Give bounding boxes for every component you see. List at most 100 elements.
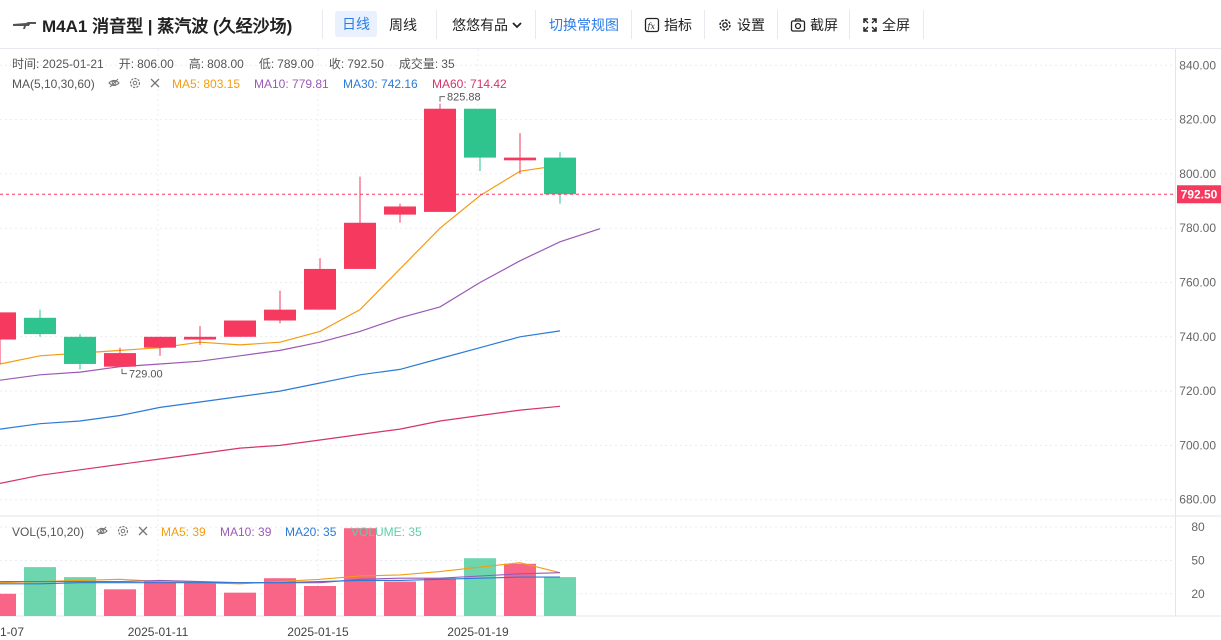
- candle-body: [64, 336, 96, 364]
- kline-chart[interactable]: 680.00 700.00 720.00 740.00 760.00 780.00 800.…: [0, 49, 1221, 640]
- candle-body: [344, 222, 376, 269]
- source-dropdown-label: 悠悠有品: [452, 16, 508, 33]
- low-marker: [121, 368, 127, 375]
- time-tick-label: 2025-01-19: [447, 625, 509, 639]
- ma30-legend: MA30: 742.16: [343, 77, 418, 91]
- toolbar-divider: [849, 10, 850, 39]
- candle-body: [224, 320, 256, 337]
- volume-bar: [24, 567, 56, 616]
- eye-hidden-icon[interactable]: [96, 526, 108, 536]
- candle-body: [144, 336, 176, 348]
- toolbar-divider: [631, 10, 632, 39]
- vol-ma10-legend: MA10: 39: [220, 525, 272, 539]
- toolbar: M4A1 消音型 | 蒸汽波 (久经沙场) 日线 周线 悠悠有品 切换常规图 f…: [0, 0, 1221, 49]
- function-icon: fx: [644, 17, 660, 32]
- indicator-button[interactable]: fx 指标: [644, 0, 692, 49]
- gear-icon[interactable]: [117, 525, 129, 537]
- low-annotation: 729.00: [129, 369, 163, 381]
- period-day-tab[interactable]: 日线: [335, 11, 377, 37]
- close-value: 792.50: [347, 57, 384, 71]
- volume-label: 成交量:: [399, 56, 438, 71]
- candles: [0, 103, 576, 370]
- volume-tick-label: 50: [1191, 553, 1205, 567]
- price-tick-label: 680.00: [1179, 493, 1216, 507]
- ma-line-ma60: [0, 405, 561, 484]
- gear-icon[interactable]: [129, 77, 141, 89]
- volume-bar: [104, 589, 136, 616]
- vol-ma-line-ma20: [0, 576, 560, 585]
- volume-bar: [544, 577, 576, 616]
- candle-body: [424, 108, 456, 212]
- screenshot-button[interactable]: 截屏: [790, 0, 838, 49]
- last-price-tag: [1177, 185, 1221, 204]
- open-value: 806.00: [137, 57, 174, 71]
- volume-bar: [504, 563, 536, 616]
- period-week-tab[interactable]: 周线: [389, 16, 417, 33]
- fullscreen-icon: [863, 17, 877, 32]
- switch-chart-button[interactable]: 切换常规图: [549, 16, 619, 33]
- open-label: 开:: [119, 57, 134, 71]
- time-value: 2025-01-21: [42, 57, 104, 71]
- source-dropdown[interactable]: 悠悠有品: [452, 0, 524, 49]
- annotations: 792.50 825.88 729.00: [0, 92, 1221, 381]
- candle-body: [264, 309, 296, 321]
- candle-body: [304, 268, 336, 310]
- volume-legend: VOLUME: 35: [351, 525, 422, 539]
- ma-lines: [0, 164, 601, 484]
- price-tick-label: 780.00: [1179, 221, 1216, 235]
- low-label: 低:: [259, 57, 274, 71]
- fullscreen-button[interactable]: 全屏: [862, 0, 910, 49]
- ma-line-ma5: [0, 164, 561, 365]
- ma10-legend: MA10: 779.81: [254, 77, 329, 91]
- screenshot-label: 截屏: [810, 16, 838, 33]
- vol-ma20-legend: MA20: 35: [285, 525, 337, 539]
- price-tick-label: 800.00: [1179, 167, 1216, 181]
- time-tick-label: 2025-01-11: [128, 625, 189, 639]
- ma60-legend: MA60: 714.42: [432, 77, 507, 91]
- vol-ma5-legend: MA5: 39: [161, 525, 206, 539]
- toolbar-divider: [322, 10, 323, 39]
- high-marker: [439, 96, 445, 102]
- volume-bar: [384, 581, 416, 616]
- toolbar-divider: [535, 10, 536, 39]
- gear-icon: [719, 18, 731, 31]
- volume-bar: [0, 593, 16, 616]
- candle-body: [104, 353, 136, 367]
- axis-labels: 680.00 700.00 720.00 740.00 760.00 780.00 800.…: [0, 58, 1216, 639]
- high-annotation: 825.88: [447, 92, 481, 104]
- price-tick-label: 840.00: [1179, 58, 1216, 72]
- candle-body: [24, 317, 56, 335]
- ma-legend-name: MA(5,10,30,60): [12, 77, 95, 91]
- indicator-label: 指标: [664, 16, 692, 33]
- volume-tick-label: 80: [1191, 520, 1205, 534]
- candle-body: [384, 206, 416, 215]
- low-value: 789.00: [277, 57, 314, 71]
- vol-ma-line-ma5: [0, 562, 561, 585]
- fullscreen-label: 全屏: [882, 16, 910, 33]
- ohlc-info-line: 时间: 2025-01-21 开: 806.00 高: 808.00 低: 789.00 收: 7…: [12, 56, 455, 71]
- price-tick-label: 760.00: [1179, 276, 1216, 290]
- item-title: M4A1 消音型 | 蒸汽波 (久经沙场): [42, 17, 293, 36]
- time-tick-label: 1-07: [0, 625, 24, 639]
- candle-body: [184, 336, 216, 340]
- settings-button[interactable]: 设置: [717, 0, 765, 49]
- volume-bar: [424, 578, 456, 616]
- candle-body: [0, 312, 16, 340]
- candle-body: [464, 108, 496, 158]
- chevron-down-icon: [512, 21, 522, 28]
- volume-bar: [224, 592, 256, 616]
- price-tick-label: 820.00: [1179, 113, 1216, 127]
- candle-body: [504, 157, 536, 161]
- last-price-label: 792.50: [1181, 187, 1218, 201]
- high-label: 高:: [189, 56, 204, 71]
- price-tick-label: 740.00: [1179, 330, 1216, 344]
- toolbar-divider: [923, 10, 924, 39]
- ma-line-ma10: [0, 228, 601, 381]
- eye-hidden-icon[interactable]: [108, 78, 120, 88]
- svg-text:fx: fx: [647, 22, 656, 31]
- time-tick-label: 2025-01-15: [287, 625, 349, 639]
- close-icon[interactable]: [138, 526, 148, 536]
- close-icon[interactable]: [150, 78, 160, 88]
- toolbar-divider: [777, 10, 778, 39]
